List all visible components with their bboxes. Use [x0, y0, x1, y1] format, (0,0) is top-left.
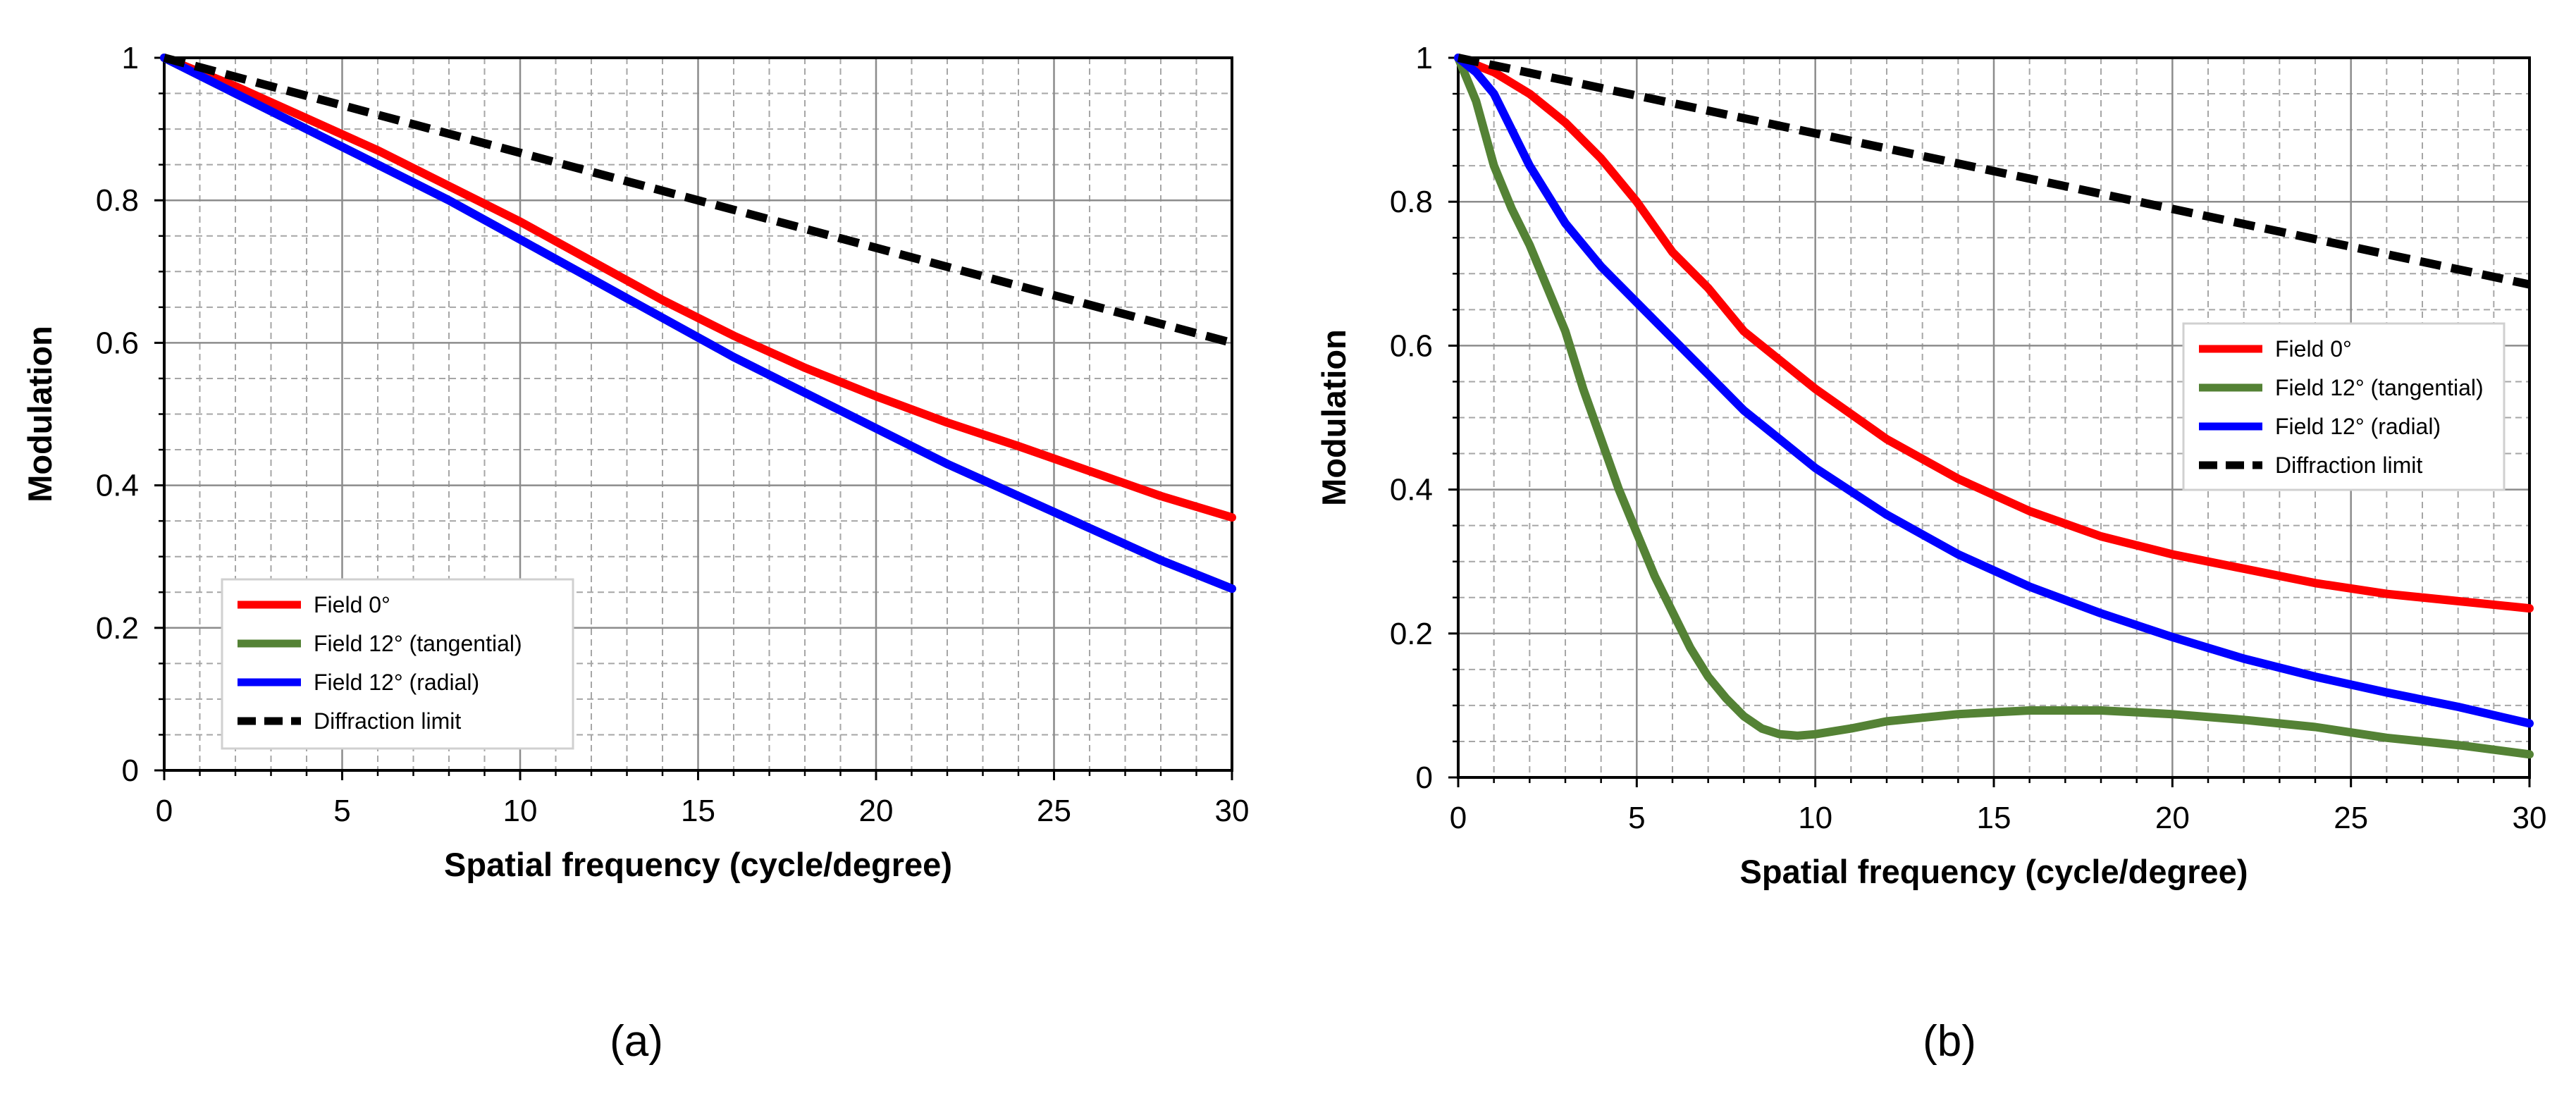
x-axis-title: Spatial frequency (cycle/degree) — [444, 846, 952, 883]
x-tick-label: 5 — [333, 794, 350, 828]
series-line-field0 — [1454, 54, 2534, 613]
y-tick-label: 0.4 — [1390, 473, 1433, 507]
x-tick-label: 30 — [2513, 801, 2547, 835]
x-tick-label: 0 — [1450, 801, 1467, 835]
y-tick-label: 0.2 — [1390, 617, 1433, 651]
x-tick-label: 20 — [2155, 801, 2190, 835]
legend-label: Field 12° (tangential) — [314, 631, 522, 656]
y-tick-label: 0 — [1416, 761, 1433, 795]
x-tick-label: 15 — [681, 794, 715, 828]
x-tick-label: 10 — [503, 794, 538, 828]
y-tick-label: 0.4 — [96, 469, 139, 503]
y-tick-label: 1 — [122, 41, 139, 75]
x-tick-label: 5 — [1628, 801, 1645, 835]
x-tick-label: 25 — [1037, 794, 1071, 828]
chart-b: 0 5 10 15 20 25 30 0 0.2 0.4 0.6 0.8 1 Spatial freque… — [1315, 41, 2546, 890]
legend-label: Field 12° (tangential) — [2275, 375, 2484, 400]
y-tick-label: 0.6 — [1390, 328, 1433, 363]
panel-label-b: (b) — [1923, 1017, 1976, 1066]
y-tick-label: 0.2 — [96, 611, 139, 646]
series-line-field12_tangential — [1454, 54, 2534, 759]
x-tick-label: 30 — [1215, 794, 1250, 828]
y-axis-title: Modulation — [1315, 329, 1352, 506]
series-line-field12_radial — [1454, 54, 2534, 728]
panel-label-a: (a) — [610, 1017, 663, 1066]
legend-label: Field 12° (radial) — [314, 670, 479, 695]
x-axis-title: Spatial frequency (cycle/degree) — [1740, 853, 2248, 890]
legend-label: Field 0° — [2275, 336, 2352, 362]
y-tick-label: 1 — [1416, 41, 1433, 75]
series-line-field12_radial — [160, 54, 1236, 593]
series-line-diffraction — [163, 54, 1233, 347]
legend-label: Field 0° — [314, 592, 390, 617]
x-tick-label: 15 — [1977, 801, 2011, 835]
y-tick-label: 0.8 — [1390, 185, 1433, 219]
x-tick-label: 10 — [1798, 801, 1832, 835]
y-tick-label: 0.6 — [96, 326, 139, 360]
legend-label: Field 12° (radial) — [2275, 414, 2441, 439]
series-line-diffraction — [1457, 54, 2531, 289]
legend-label: Diffraction limit — [2275, 452, 2422, 478]
series-line-field0 — [160, 54, 1236, 522]
x-tick-label: 20 — [859, 794, 894, 828]
y-tick-label: 0.8 — [96, 183, 139, 218]
y-axis-title: Modulation — [21, 326, 58, 503]
y-tick-label: 0 — [122, 753, 139, 788]
x-tick-label: 0 — [156, 794, 173, 828]
x-tick-label: 25 — [2334, 801, 2368, 835]
chart-a: 0 5 10 15 20 25 30 0 0.2 0.4 0.6 0.8 1 Spatial freque… — [21, 41, 1249, 883]
legend-label: Diffraction limit — [314, 708, 461, 734]
